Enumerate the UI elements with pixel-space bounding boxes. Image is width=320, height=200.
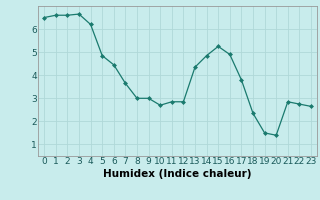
X-axis label: Humidex (Indice chaleur): Humidex (Indice chaleur) (103, 169, 252, 179)
